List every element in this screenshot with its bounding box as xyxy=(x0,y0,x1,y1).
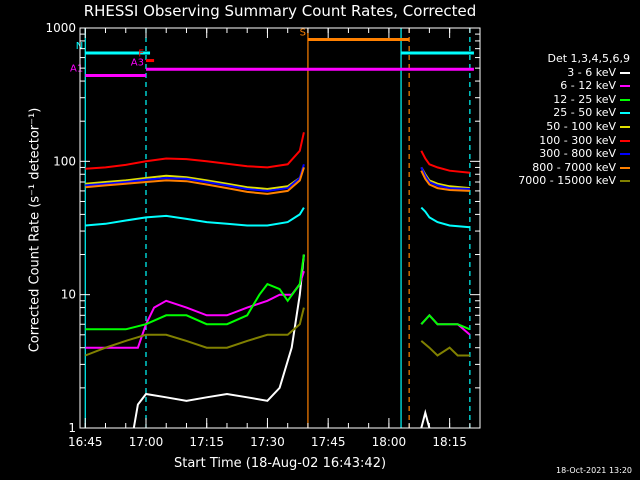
x-tick-label-1: 17:00 xyxy=(129,435,164,449)
legend-swatch xyxy=(620,112,630,115)
flag-label-4: A1 xyxy=(70,64,83,75)
flag-label-2: S xyxy=(300,27,306,38)
legend-item: 7000 - 15000 keV xyxy=(470,174,630,188)
legend-label: 6 - 12 keV xyxy=(560,79,616,93)
legend-label: 50 - 100 keV xyxy=(546,119,616,133)
series-line-5-0 xyxy=(85,132,305,170)
legend-item: 6 - 12 keV xyxy=(470,79,630,93)
legend-item: 12 - 25 keV xyxy=(470,93,630,107)
series-line-5-1 xyxy=(420,150,471,174)
series-line-7-0 xyxy=(85,167,305,195)
legend-label: 12 - 25 keV xyxy=(553,92,616,106)
flag-label-5: A3 xyxy=(131,57,144,68)
legend-swatch xyxy=(620,139,630,142)
x-tick-label-5: 18:00 xyxy=(372,435,407,449)
legend-item: 300 - 800 keV xyxy=(470,147,630,161)
x-tick-label-2: 17:15 xyxy=(189,435,224,449)
legend-label: 300 - 800 keV xyxy=(539,147,616,161)
x-tick-label-4: 17:45 xyxy=(311,435,346,449)
timestamp: 18-Oct-2021 13:20 xyxy=(556,466,632,475)
series-line-3-0 xyxy=(85,207,305,227)
series-line-0-1 xyxy=(420,408,431,429)
y-tick-label-0: 1 xyxy=(68,421,76,435)
x-tick-label-0: 16:45 xyxy=(68,435,103,449)
y-tick-label-2: 100 xyxy=(53,154,76,168)
legend-title: Det 1,3,4,5,6,9 xyxy=(547,52,630,65)
legend: Det 1,3,4,5,6,9 3 - 6 keV 6 - 12 keV 12 - … xyxy=(470,52,630,188)
series-line-2-0 xyxy=(85,254,305,331)
legend-swatch xyxy=(620,125,630,128)
flag-label-3: F xyxy=(138,49,144,60)
legend-label: 3 - 6 keV xyxy=(567,65,616,79)
series-line-2-1 xyxy=(420,313,471,331)
legend-label: 800 - 7000 keV xyxy=(532,160,616,174)
legend-item: 25 - 50 keV xyxy=(470,106,630,120)
legend-swatch xyxy=(620,166,630,169)
legend-label: 100 - 300 keV xyxy=(539,133,616,147)
legend-label: 25 - 50 keV xyxy=(553,106,616,120)
y-tick-label-1: 10 xyxy=(61,288,76,302)
chart-title: RHESSI Observing Summary Count Rates, Co… xyxy=(83,2,477,20)
legend-swatch xyxy=(620,85,630,88)
series-line-6-1 xyxy=(420,166,470,190)
legend-item: 3 - 6 keV xyxy=(470,66,630,80)
legend-item: 50 - 100 keV xyxy=(470,120,630,134)
series-line-8-1 xyxy=(420,340,470,357)
plot-frame xyxy=(79,27,481,429)
series-line-0-0 xyxy=(132,254,305,429)
legend-swatch xyxy=(620,98,630,101)
series-line-7-1 xyxy=(420,170,470,192)
x-axis-label: Start Time (18-Aug-02 16:43:42) xyxy=(173,456,387,471)
legend-swatch xyxy=(620,153,630,156)
legend-item: 800 - 7000 keV xyxy=(470,161,630,175)
legend-label: 7000 - 15000 keV xyxy=(518,174,616,188)
x-tick-label-6: 18:15 xyxy=(432,435,467,449)
legend-swatch xyxy=(620,71,630,74)
series-line-8-0 xyxy=(84,307,305,357)
series-line-1-0 xyxy=(85,270,305,349)
series-line-4-0 xyxy=(85,167,305,191)
series-line-6-0 xyxy=(85,164,305,192)
series-line-3-1 xyxy=(420,206,470,229)
x-tick-label-3: 17:30 xyxy=(250,435,285,449)
legend-item: 100 - 300 keV xyxy=(470,134,630,148)
y-tick-label-3: 1000 xyxy=(45,21,76,35)
legend-swatch xyxy=(620,180,630,183)
